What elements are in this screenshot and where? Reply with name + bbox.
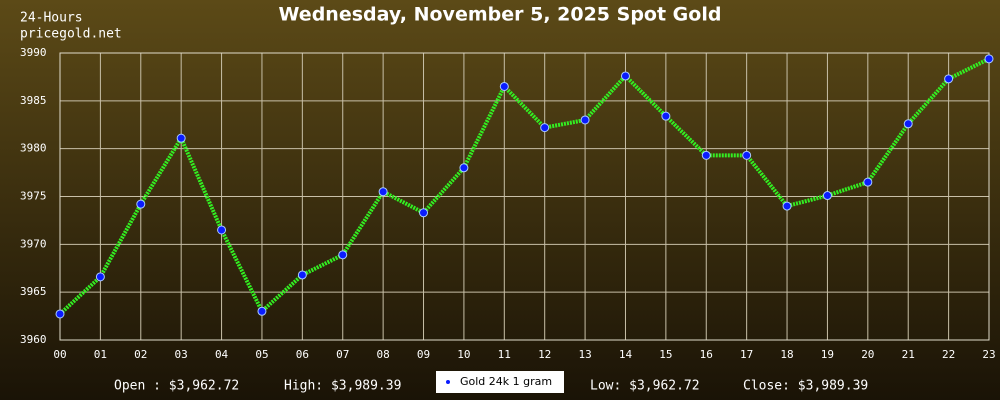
y-tick-label: 3990 xyxy=(20,46,47,59)
y-tick-label: 3980 xyxy=(20,142,47,155)
point xyxy=(742,150,752,160)
x-tick-label: 06 xyxy=(296,348,309,361)
x-tick-label: 23 xyxy=(982,348,995,361)
point xyxy=(378,187,388,197)
x-tick-label: 05 xyxy=(255,348,268,361)
x-tick-label: 00 xyxy=(53,348,66,361)
x-tick-label: 09 xyxy=(417,348,430,361)
point xyxy=(863,177,873,187)
y-tick-label: 3965 xyxy=(20,285,47,298)
x-tick-label: 10 xyxy=(457,348,470,361)
x-tick-label: 01 xyxy=(94,348,107,361)
x-tick-label: 02 xyxy=(134,348,147,361)
x-tick-label: 14 xyxy=(619,348,633,361)
x-tick-label: 12 xyxy=(538,348,551,361)
x-tick-label: 18 xyxy=(780,348,793,361)
point xyxy=(903,119,913,129)
x-tick-label: 04 xyxy=(215,348,229,361)
x-tick-label: 19 xyxy=(821,348,834,361)
point xyxy=(338,250,348,260)
point xyxy=(620,71,630,81)
x-tick-label: 07 xyxy=(336,348,349,361)
point xyxy=(136,199,146,209)
y-tick-label: 3975 xyxy=(20,190,47,203)
x-tick-label: 11 xyxy=(498,348,511,361)
point xyxy=(499,81,509,91)
y-tick-label: 3970 xyxy=(20,237,47,250)
point xyxy=(944,74,954,84)
x-tick-label: 21 xyxy=(902,348,915,361)
point xyxy=(822,191,832,201)
point xyxy=(661,111,671,121)
y-tick-label: 3985 xyxy=(20,94,47,107)
point xyxy=(459,163,469,173)
point xyxy=(257,306,267,316)
line xyxy=(58,57,990,316)
x-tick-label: 15 xyxy=(659,348,672,361)
chart-title: Wednesday, November 5, 2025 Spot Gold xyxy=(279,4,722,26)
legend-marker xyxy=(446,380,450,384)
point xyxy=(419,208,429,218)
point xyxy=(782,201,792,211)
x-tick-label: 22 xyxy=(942,348,955,361)
point xyxy=(55,309,65,319)
plot-area: 3960 3965 3970 3975 3980 3985 3990 00 01 02 03 04 05… xyxy=(20,46,996,361)
close-label: Close: $3,989.39 xyxy=(743,379,868,394)
point xyxy=(95,272,105,282)
x-tick-label: 03 xyxy=(175,348,188,361)
source: pricegold.net xyxy=(20,27,122,42)
legend xyxy=(436,371,564,393)
x-tick-label: 16 xyxy=(700,348,713,361)
x-tick-label: 13 xyxy=(578,348,591,361)
point xyxy=(217,225,227,235)
point xyxy=(984,54,994,64)
point xyxy=(701,150,711,160)
low-label: Low: $3,962.72 xyxy=(590,379,700,394)
plot-border xyxy=(59,52,990,341)
point xyxy=(297,270,307,280)
high-label: High: $3,989.39 xyxy=(284,379,401,394)
x-tick-label: 17 xyxy=(740,348,753,361)
subtitle: 24-Hours xyxy=(20,11,83,26)
open-label: Open : $3,962.72 xyxy=(114,379,239,394)
x-tick-label: 20 xyxy=(861,348,874,361)
y-tick-label: 3960 xyxy=(20,333,47,346)
point xyxy=(176,133,186,143)
x-tick-label: 08 xyxy=(377,348,390,361)
point xyxy=(580,115,590,125)
point xyxy=(540,123,550,133)
legend-label: Gold 24k 1 gram xyxy=(460,375,552,388)
